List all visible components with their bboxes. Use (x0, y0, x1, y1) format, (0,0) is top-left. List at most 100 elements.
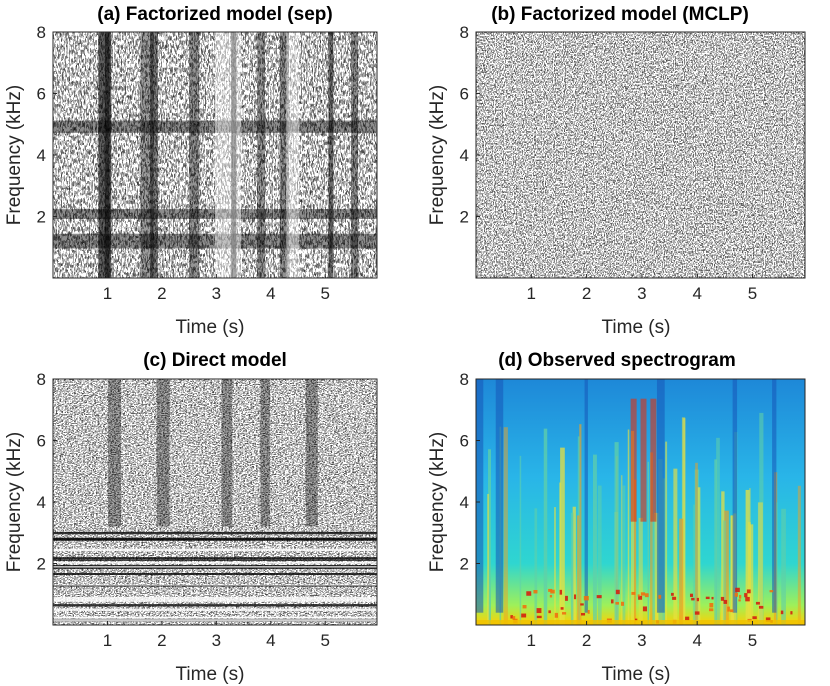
panel-d-streak (749, 488, 751, 625)
panel-b-xtick-label-1: 1 (527, 284, 536, 303)
panel-a-xtick-label-3: 3 (212, 284, 221, 303)
panel-d-streak (730, 515, 734, 625)
panel-d-harmonic (765, 617, 771, 622)
panel-d-streak (627, 429, 630, 625)
panel-a-hband (53, 233, 377, 249)
panel-d-ytick-label-4: 4 (460, 493, 469, 512)
panel-d-harmonic (642, 606, 647, 612)
panel-d-streak (665, 441, 668, 625)
panel-d-harmonic (580, 612, 586, 616)
panel-d-streak (722, 520, 727, 625)
panel-d-harmonic (723, 599, 728, 604)
panel-d-harmonic (549, 594, 553, 598)
panel-d-streak (714, 459, 717, 625)
panel-c-hband (53, 531, 377, 535)
panel-d-harmonic (596, 595, 602, 599)
panel-a-vband (328, 32, 334, 278)
panel-b-ytick-label-6: 6 (460, 85, 469, 104)
panel-c-image (53, 379, 377, 625)
panel-d-xtick-label-3: 3 (637, 631, 646, 650)
panel-c-ytick-label-8: 8 (37, 370, 46, 389)
panel-c-vband (156, 379, 170, 527)
panel-d-harmonic (522, 605, 527, 609)
panel-d-harmonic (729, 609, 734, 613)
panel-d-streak (749, 524, 754, 625)
panel-b-xtick-label-5: 5 (748, 284, 757, 303)
panel-c-xlabel: Time (s) (176, 664, 245, 685)
panel-d-hot (640, 398, 647, 522)
panel-d-hot (650, 398, 657, 522)
panel-c-vband (260, 379, 270, 527)
panel-c-xtick-label-5: 5 (321, 631, 330, 650)
panel-c-hband (53, 573, 377, 575)
panel-d-harmonic (526, 591, 532, 596)
panel-a-title: (a) Factorized model (sep) (97, 4, 332, 25)
panel-b-ticks: 1 2 3 4 5 2 4 6 8 (460, 23, 758, 303)
panel-c-hband (53, 538, 377, 541)
panel-d-streak (597, 485, 602, 625)
panel-a-vband (231, 32, 237, 278)
panel-c-xtick-label-2: 2 (157, 631, 166, 650)
panel-d-harmonic (635, 618, 638, 621)
panel-d-harmonic (739, 594, 742, 599)
panel-d-streak (576, 515, 580, 625)
panel-d-streak (554, 507, 556, 625)
panel-d-harmonic (705, 596, 710, 600)
panel-d-harmonic (565, 595, 568, 601)
panel-d-hot (630, 398, 637, 522)
panel-d-harmonic (658, 594, 662, 599)
panel-d-streak (614, 442, 619, 625)
panel-d-streak (519, 455, 522, 625)
panel-b-xlabel: Time (s) (602, 317, 671, 338)
panel-d-baseband (476, 620, 805, 625)
panel-c-ytick-label-2: 2 (37, 555, 46, 574)
panel-c-hband (53, 604, 377, 607)
panel-d-harmonic (644, 593, 649, 598)
panel-d-xtick-label-2: 2 (582, 631, 591, 650)
panel-c-xtick-label-4: 4 (266, 631, 275, 650)
panel-d-streak (572, 506, 576, 625)
panel-d-gap (656, 379, 665, 613)
panel-d-ytick-label-6: 6 (460, 432, 469, 451)
panel-c-ytick-label-6: 6 (37, 432, 46, 451)
panel-d-streak (570, 512, 574, 625)
panel-a-xtick-label-2: 2 (157, 284, 166, 303)
panel-d-harmonic (637, 594, 640, 597)
panel-d-ytick-label-8: 8 (460, 370, 469, 389)
panel-a-ytick-label-6: 6 (37, 85, 46, 104)
panel-d-bands (476, 379, 805, 625)
panel-d-harmonic (512, 616, 516, 620)
panel-c-vband (221, 379, 233, 527)
panel-c-hband (53, 596, 377, 600)
panel-d-harmonic (735, 587, 740, 593)
panel-c-hband (53, 548, 377, 552)
panel-d-harmonic (574, 594, 577, 600)
panel-d-harmonic (696, 597, 700, 602)
panel-d-gap (732, 379, 738, 613)
panel-c-bands (53, 379, 377, 622)
panel-d: (d) Observed spectrogram 1 2 3 4 5 2 4 6 8 Time … (427, 350, 806, 685)
panel-d-harmonic (638, 595, 643, 600)
panel-c: (c) Direct model 1 2 3 4 5 2 4 6 8 Time (s) Freq… (4, 350, 378, 685)
panel-d-streak (488, 449, 491, 625)
panel-d-harmonic (689, 593, 694, 597)
panel-d-harmonic (752, 616, 757, 620)
panel-d-harmonic (758, 605, 764, 609)
panel-a-vband (104, 32, 110, 278)
panel-d-harmonic (640, 592, 646, 596)
panel-d-streak (620, 475, 623, 625)
panel-a-image (53, 32, 377, 278)
panel-a-xtick-label-4: 4 (266, 284, 275, 303)
panel-d-gap (476, 379, 484, 613)
panel-d-gap (495, 379, 504, 613)
panel-d-streak (503, 427, 508, 625)
panel-d-harmonic (780, 610, 784, 615)
panel-b-ytick-label-4: 4 (460, 146, 469, 165)
panel-b-image (476, 32, 805, 278)
panel-d-streak (630, 430, 635, 625)
panel-d-harmonic (621, 601, 625, 606)
panel-d-streak (692, 504, 696, 625)
panel-d-xtick-label-4: 4 (692, 631, 701, 650)
panel-d-harmonic (587, 609, 590, 614)
panel-d-title: (d) Observed spectrogram (498, 350, 736, 371)
